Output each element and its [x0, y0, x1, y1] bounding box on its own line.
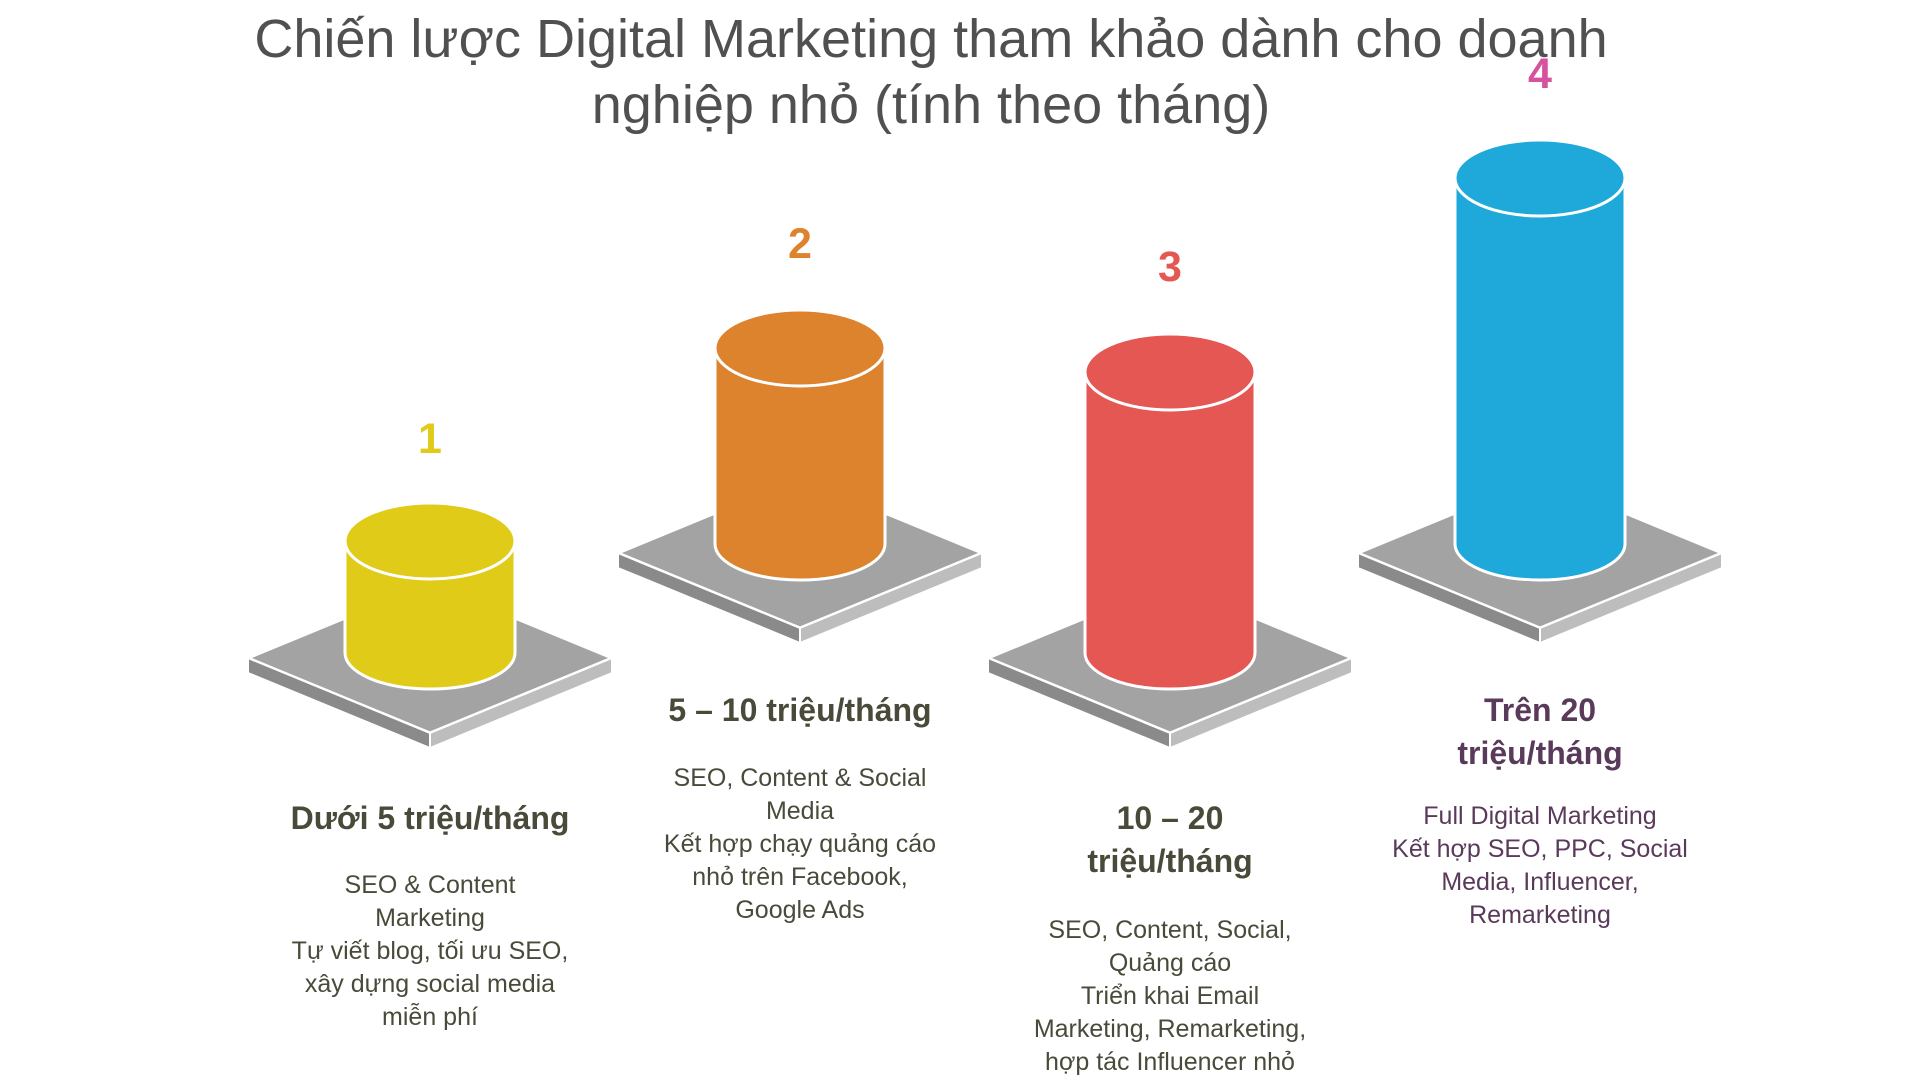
tier-4-label: Trên 20 triệu/tháng	[1370, 689, 1710, 775]
tier-1-desc-line: SEO & Content	[344, 871, 516, 899]
tier-1-desc-line: miễn phí	[382, 1003, 478, 1031]
tier-3-desc-line: Quảng cáo	[1108, 949, 1232, 977]
tier-1-desc-line: Marketing	[375, 904, 485, 932]
tier-4-label-line-2: triệu/tháng	[1457, 735, 1623, 771]
tier-1-pillar	[244, 501, 616, 750]
tier-3-label: 10 – 20 triệu/tháng	[1000, 797, 1340, 883]
tier-4-desc-line: Kết hợp SEO, PPC, Social	[1392, 835, 1688, 863]
tier-2-number: 2	[788, 220, 812, 268]
title-line-1: Chiến lược Digital Marketing tham khảo d…	[254, 9, 1608, 69]
title-line-2: nghiệp nhỏ (tính theo tháng)	[591, 75, 1271, 135]
tier-1-description: SEO & Content Marketing Tự viết blog, tố…	[270, 869, 590, 1034]
tier-2-pillar	[614, 308, 986, 645]
tier-2-cylinder-body	[713, 346, 887, 582]
tier-2-desc-line: Google Ads	[735, 896, 865, 924]
tier-2-desc-line: Media	[765, 797, 835, 825]
tier-4-pillar	[1354, 138, 1726, 645]
tier-4-label-line-1: Trên 20	[1483, 692, 1597, 728]
tier-1-number: 1	[418, 415, 442, 463]
tier-2-label: 5 – 10 triệu/tháng	[630, 689, 970, 732]
tier-1-label: Dưới 5 triệu/tháng	[260, 797, 600, 840]
tier-3-cylinder-body	[1083, 370, 1257, 691]
tier-1-desc-line: Tự viết blog, tối ưu SEO,	[291, 937, 569, 965]
tier-3-description: SEO, Content, Social, Quảng cáo Triển kh…	[1010, 914, 1330, 1079]
tier-2-desc-line: nhỏ trên Facebook,	[692, 863, 908, 891]
tier-4-description: Full Digital Marketing Kết hợp SEO, PPC,…	[1380, 800, 1700, 932]
tier-4-number: 4	[1528, 50, 1552, 98]
tier-1-desc-line: xây dựng social media	[304, 970, 556, 998]
tier-2-cylinder-top	[713, 308, 887, 388]
tier-3-desc-line: SEO, Content, Social,	[1048, 916, 1292, 944]
tier-1-cylinder-top	[343, 501, 517, 581]
tier-3-desc-line: hợp tác Influencer nhỏ	[1045, 1048, 1295, 1076]
tier-3-label-line-2: triệu/tháng	[1087, 843, 1253, 879]
tier-3-desc-line: Marketing, Remarketing,	[1033, 1015, 1307, 1043]
tier-4-desc-line: Media, Influencer,	[1441, 868, 1639, 896]
tier-3-base-right	[1169, 656, 1353, 750]
tier-3-desc-line: Triển khai Email	[1080, 982, 1260, 1010]
tier-2-desc-line: SEO, Content & Social	[673, 764, 927, 792]
tier-1-cylinder-body	[343, 539, 517, 691]
tier-4-desc-line: Remarketing	[1469, 901, 1611, 929]
tier-1-base-right	[429, 656, 613, 750]
tier-4-base-right	[1539, 551, 1723, 645]
tier-3-number: 3	[1158, 243, 1182, 291]
tier-4-desc-line: Full Digital Marketing	[1423, 802, 1657, 830]
tier-4-cylinder-body	[1453, 176, 1627, 582]
tier-2-label-text: 5 – 10 triệu/tháng	[668, 692, 932, 728]
tier-2-description: SEO, Content & Social Media Kết hợp chạy…	[640, 762, 960, 927]
tier-4-cylinder-top	[1453, 138, 1627, 218]
tier-2-base-right	[799, 551, 983, 645]
tier-2-desc-line: Kết hợp chạy quảng cáo	[663, 830, 937, 858]
tier-3-pillar	[984, 332, 1356, 750]
tier-3-label-line-1: 10 – 20	[1116, 800, 1224, 836]
page-title: Chiến lược Digital Marketing tham khảo d…	[0, 6, 1862, 138]
tier-1-label-text: Dưới 5 triệu/tháng	[290, 800, 570, 836]
tier-3-cylinder-top	[1083, 332, 1257, 412]
